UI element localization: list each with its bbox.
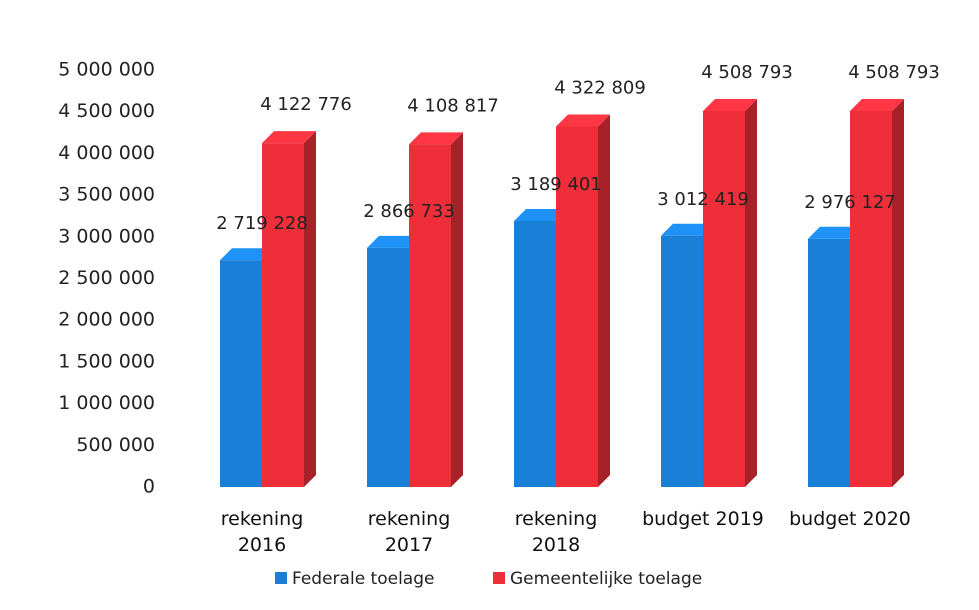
legend-label: Gemeentelijke toelage	[510, 569, 702, 589]
y-tick-label: 1 500 000	[58, 350, 155, 372]
value-label: 3 189 401	[510, 174, 602, 195]
bar	[556, 126, 598, 488]
bar	[661, 235, 703, 487]
bar	[850, 110, 892, 487]
y-tick-label: 4 000 000	[58, 142, 155, 164]
value-label: 3 012 419	[657, 189, 749, 210]
value-label: 4 508 793	[701, 62, 793, 83]
bar-top	[808, 226, 862, 239]
bar-top	[409, 132, 463, 145]
value-label: 4 108 817	[407, 95, 499, 116]
legend-swatch	[275, 572, 287, 584]
y-tick-label: 500 000	[76, 434, 155, 456]
value-label: 2 866 733	[363, 201, 455, 222]
bar	[220, 260, 262, 487]
x-tick-label: budget 2020	[789, 508, 911, 530]
bar-side	[892, 98, 904, 487]
bar-top	[661, 223, 715, 236]
y-tick-label: 2 000 000	[58, 309, 155, 331]
bar-top	[262, 131, 316, 144]
value-label: 4 508 793	[848, 62, 940, 83]
y-tick-label: 3 500 000	[58, 184, 155, 206]
y-tick-label: 2 500 000	[58, 267, 155, 289]
y-tick-label: 1 000 000	[58, 392, 155, 414]
bar	[262, 143, 304, 488]
bar-top	[220, 248, 274, 261]
y-tick-label: 3 000 000	[58, 225, 155, 247]
bar-side	[304, 131, 316, 488]
bar	[808, 238, 850, 487]
value-label: 2 976 127	[804, 192, 896, 213]
y-tick-label: 4 500 000	[58, 100, 155, 122]
bar-top	[850, 98, 904, 111]
legend-label: Federale toelage	[292, 569, 434, 589]
bar	[703, 110, 745, 487]
bar	[367, 247, 409, 487]
bar-top	[367, 235, 421, 248]
value-label: 4 122 776	[260, 94, 352, 115]
bar	[514, 221, 556, 487]
x-tick-label: budget 2019	[642, 508, 764, 530]
legend-swatch	[493, 572, 505, 584]
bar	[409, 144, 451, 488]
bar-side	[598, 114, 610, 488]
x-tick-label: rekening 2016	[220, 508, 304, 556]
bar-top	[514, 209, 568, 222]
x-tick-label: rekening 2017	[367, 508, 451, 556]
y-tick-label: 5 000 000	[58, 59, 155, 81]
bar-side	[745, 98, 757, 487]
bar-side	[451, 132, 463, 488]
bar-top	[703, 98, 757, 111]
value-label: 2 719 228	[216, 213, 308, 234]
bar-top	[556, 114, 610, 127]
value-label: 4 322 809	[554, 77, 646, 98]
y-tick-label: 0	[143, 476, 155, 498]
x-tick-label: rekening 2018	[514, 508, 598, 556]
